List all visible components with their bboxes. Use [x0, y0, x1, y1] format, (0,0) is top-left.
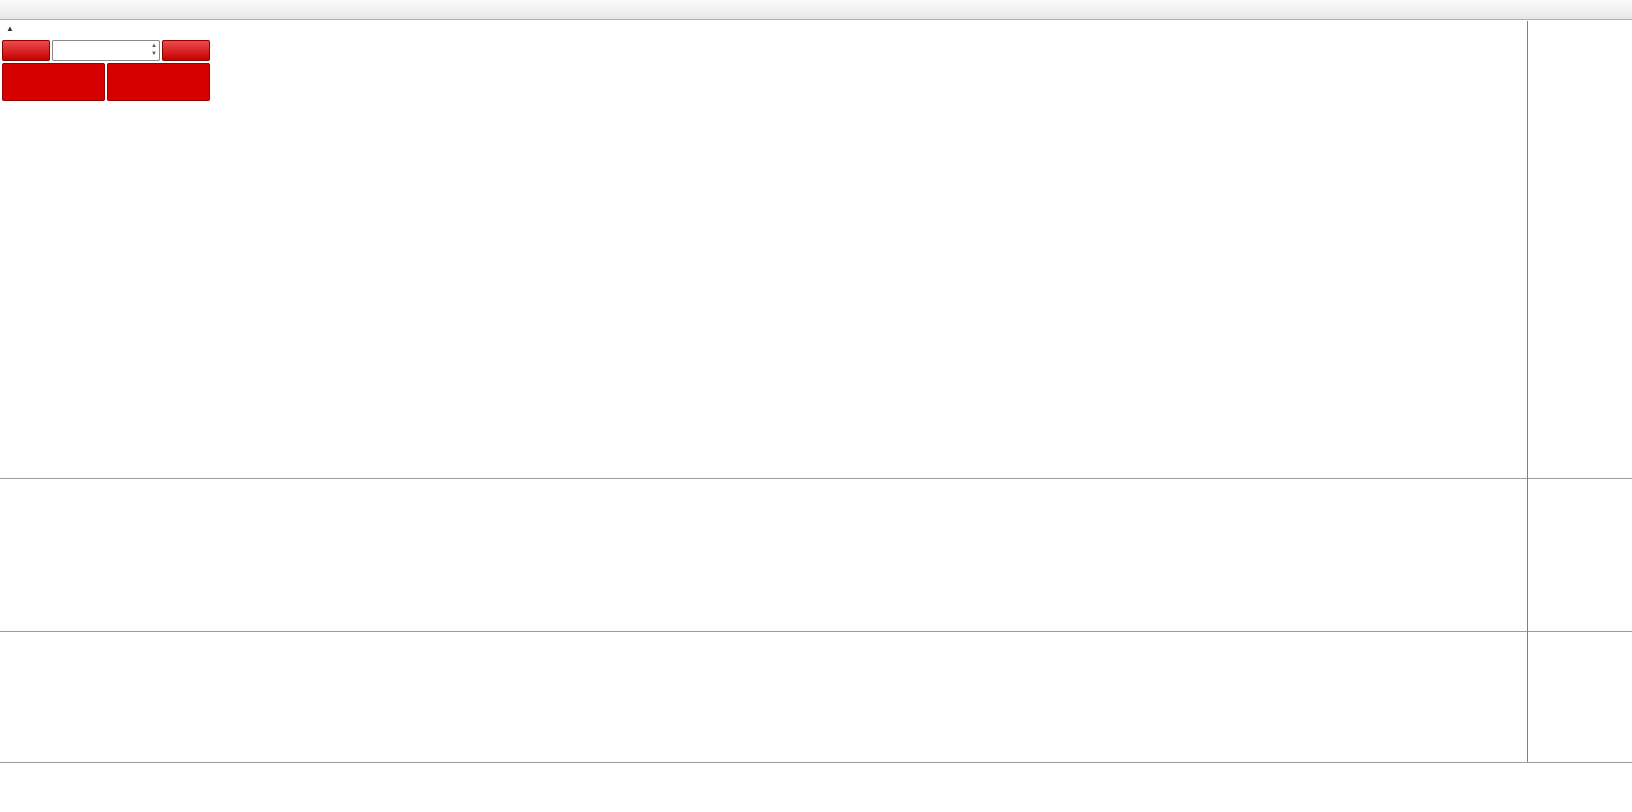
- volume-input[interactable]: ▲ ▼: [52, 40, 160, 61]
- rsi-canvas: [0, 632, 1527, 762]
- macd-canvas: [0, 479, 1527, 631]
- oneclick-trading-panel: ▲ ▼: [2, 40, 210, 101]
- spinner-up-icon[interactable]: ▲: [151, 43, 157, 49]
- sell-price-display[interactable]: [2, 63, 105, 101]
- panel-separator[interactable]: [0, 631, 1632, 632]
- panel-separator[interactable]: [0, 478, 1632, 479]
- oneclick-row-prices: [2, 63, 210, 101]
- macd-panel[interactable]: [0, 479, 1527, 631]
- rsi-label: [4, 634, 11, 646]
- collapse-oneclick-arrow[interactable]: ▲: [6, 24, 14, 33]
- buy-price-display[interactable]: [107, 63, 210, 101]
- spinner-down-icon[interactable]: ▼: [151, 51, 157, 57]
- volume-spinner[interactable]: ▲ ▼: [151, 42, 157, 58]
- panel-separator: [0, 762, 1632, 763]
- time-axis: [0, 763, 1632, 812]
- oneclick-row-buttons: ▲ ▼: [2, 40, 210, 61]
- toolbar: [0, 0, 1632, 20]
- main-chart-panel[interactable]: ▲ ▲ ▼: [0, 21, 1527, 478]
- symbol-info-bar: ▲: [6, 24, 19, 33]
- macd-label: [4, 481, 11, 493]
- price-axis-separator: [1527, 21, 1528, 762]
- rsi-panel[interactable]: [0, 632, 1527, 762]
- sell-button[interactable]: [2, 40, 50, 61]
- price-axis: [1528, 21, 1632, 762]
- main-chart-canvas: [0, 21, 1527, 478]
- buy-button[interactable]: [162, 40, 210, 61]
